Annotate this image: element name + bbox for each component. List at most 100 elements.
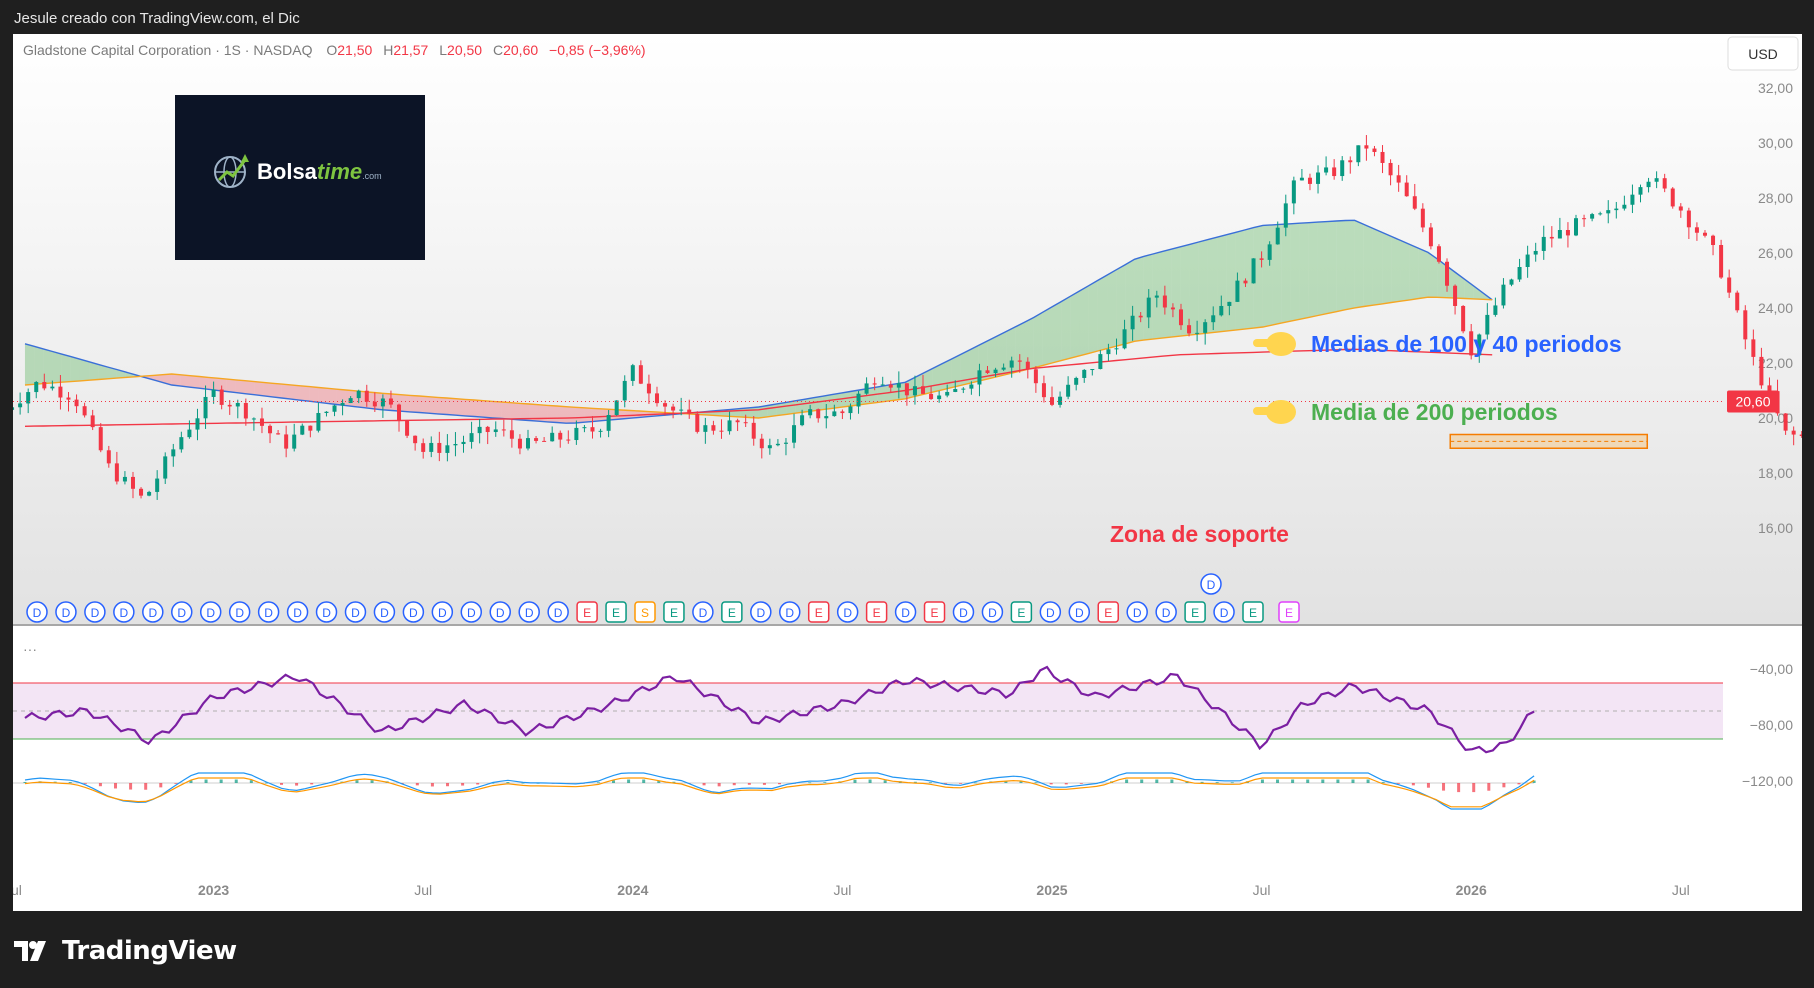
logo-text: Bolsatime.com — [257, 159, 382, 184]
legend-o-label: O — [326, 42, 337, 58]
candle-body — [1074, 377, 1079, 385]
candle-body — [1428, 227, 1433, 247]
ma-cloud-segment — [1052, 301, 1062, 363]
dividend-marker-circle — [402, 601, 425, 623]
candle-body — [1630, 194, 1635, 205]
dividend-marker-circle — [1039, 601, 1062, 623]
dividend-marker-circle — [750, 601, 772, 623]
candle-body — [1557, 230, 1562, 239]
ma-cloud-segment — [107, 366, 117, 379]
tradingview-brand-text: TradingView — [62, 936, 237, 966]
candle-body — [187, 429, 192, 438]
ma-cloud-segment — [1400, 240, 1410, 302]
candle-body — [1259, 258, 1264, 260]
event-marker-s: S — [634, 601, 656, 623]
candle-body — [775, 443, 780, 446]
ma-cloud-segment — [1107, 269, 1117, 349]
candle-body — [800, 415, 805, 426]
earnings-marker-box — [721, 601, 743, 623]
ma-cloud-segment — [786, 400, 796, 415]
candle-body — [630, 365, 635, 381]
ma-cloud-segment — [428, 396, 438, 414]
macd-histogram-bar — [446, 783, 450, 787]
candle-body — [348, 398, 353, 404]
candle-body — [155, 478, 160, 492]
event-marker-letter: D — [91, 606, 100, 620]
candle-body — [856, 393, 861, 407]
candle-body — [477, 426, 482, 434]
candle-body — [114, 463, 119, 482]
candle-body — [211, 389, 216, 397]
candle-body — [1517, 267, 1522, 280]
event-marker-e: E — [807, 601, 830, 623]
ma-cloud-segment — [410, 395, 420, 413]
price-axis-tick-label: 22,00 — [1758, 355, 1793, 371]
candle-body — [429, 442, 434, 452]
event-marker-d: D — [431, 601, 454, 623]
candle-body — [961, 388, 966, 390]
macd-histogram-bar — [280, 783, 284, 785]
candle-body — [1106, 349, 1111, 355]
candle-body — [300, 425, 305, 435]
dividend-marker-circle — [257, 601, 280, 623]
ma-cloud-segment — [61, 354, 71, 383]
ma-cloud-segment — [1116, 264, 1126, 347]
event-marker-letter: E — [1104, 606, 1112, 620]
macd-histogram-bar — [702, 783, 706, 786]
candle-body — [26, 392, 31, 404]
candle-body — [953, 389, 958, 392]
ma-cloud-segment — [190, 375, 200, 389]
macd-histogram-bar — [1125, 779, 1129, 783]
event-marker-letter: E — [583, 606, 591, 620]
dividend-marker-circle — [344, 601, 367, 623]
event-marker-d: D — [1213, 601, 1235, 623]
candle-body — [1162, 295, 1167, 308]
earnings-marker-box — [1242, 601, 1264, 623]
candle-body — [1799, 434, 1802, 436]
legend-symbol: Gladstone Capital Corporation · 1S · NAS… — [23, 42, 313, 58]
dividend-marker-circle — [26, 601, 48, 623]
candle-body — [268, 425, 273, 434]
macd-histogram-bar — [883, 780, 887, 783]
indicator-menu-dots[interactable]: ··· — [23, 641, 37, 657]
earnings-marker-box — [1278, 601, 1300, 623]
macd-histogram-bar — [853, 779, 857, 783]
macd-histogram-bar — [430, 783, 434, 787]
candle-body — [1598, 213, 1603, 215]
dividend-marker-circle — [286, 601, 309, 623]
top-caption: Jesule creado con TradingView.com, el Di… — [14, 10, 300, 27]
legend-line: Gladstone Capital Corporation · 1S · NAS… — [23, 42, 646, 58]
dividend-marker-circle — [228, 601, 251, 623]
macd-histogram-bar — [1321, 779, 1325, 783]
candle-body — [1066, 384, 1071, 397]
dividend-marker-circle — [113, 601, 135, 623]
event-marker-d: D — [981, 601, 1004, 623]
ma-cloud-segment — [52, 351, 62, 383]
candle-body — [1033, 369, 1038, 384]
currency-button-label[interactable]: USD — [1748, 46, 1778, 62]
ma-cloud-segment — [1372, 228, 1383, 306]
event-marker-d: D — [171, 601, 193, 623]
earnings-marker-box — [605, 601, 627, 623]
ma-cloud-segment — [226, 379, 236, 393]
earnings-marker-box — [807, 601, 830, 623]
chart-container[interactable]: 32,00 30,00 28,00 26,00 24,00 22,00 20,00 18,00… — [13, 34, 1802, 911]
event-marker-letter: D — [1220, 606, 1229, 620]
candle-body — [235, 402, 240, 407]
ma-cloud-segment — [171, 374, 181, 387]
ma-cloud-segment — [1437, 258, 1447, 298]
macd-histogram-bar — [159, 783, 163, 788]
candle-body — [735, 420, 740, 423]
macd-histogram-bar — [521, 782, 525, 784]
candle-body — [792, 425, 797, 443]
annotation-support-zone-text: Zona de soporte — [1110, 521, 1289, 547]
currency-button[interactable]: USD — [1727, 36, 1799, 71]
ma-cloud-segment — [813, 396, 823, 411]
chart-svg[interactable]: 32,0030,0028,0026,0024,0022,0020,0018,00… — [13, 34, 1802, 911]
ma-cloud-segment — [795, 399, 805, 414]
event-marker-d: D — [460, 601, 483, 623]
macd-histogram-bar — [1426, 783, 1430, 788]
ma-cloud-segment — [1244, 227, 1254, 330]
ma-cloud-segment — [24, 343, 35, 385]
candle-body — [638, 365, 643, 384]
